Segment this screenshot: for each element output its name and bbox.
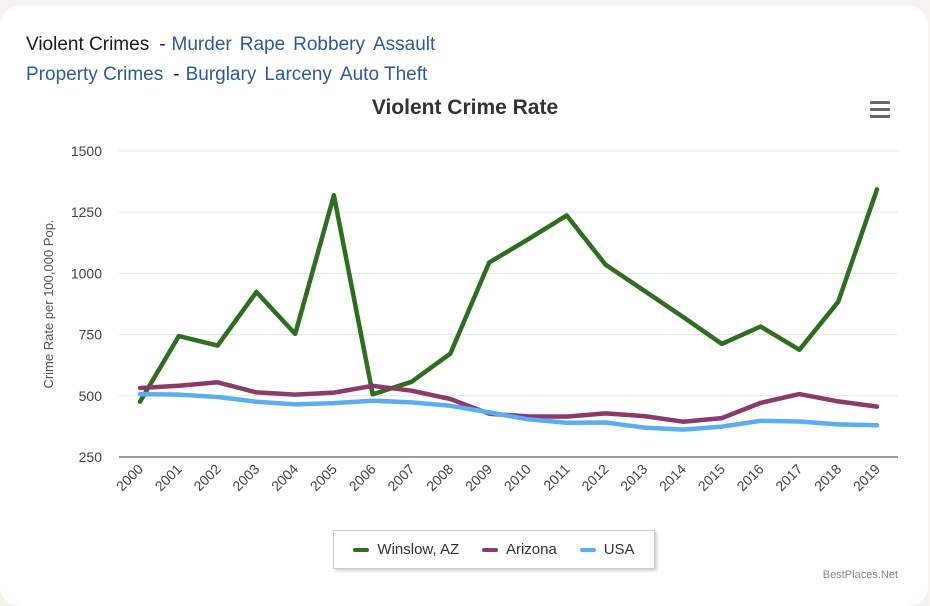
series-line-usa (137, 391, 880, 432)
y-axis-title: Crime Rate per 100,000 Pop. (41, 219, 56, 388)
x-tick-label: 2003 (229, 461, 262, 494)
chart-legend: Winslow, AZ Arizona USA (333, 530, 655, 569)
y-tick-label: 500 (79, 388, 103, 404)
rape-link[interactable]: Rape (239, 34, 286, 55)
x-tick-label: 2015 (695, 461, 728, 494)
legend-label-usa: USA (603, 541, 635, 558)
x-tick-label: 2016 (733, 461, 766, 494)
x-tick-label: 2011 (540, 461, 573, 494)
x-tick-label: 2008 (423, 461, 456, 494)
legend-label-arizona: Arizona (505, 541, 557, 558)
x-tick-label: 2014 (656, 461, 689, 494)
larceny-link[interactable]: Larceny (264, 64, 332, 85)
x-tick-label: 2005 (307, 461, 340, 494)
legend-swatch-winslow (353, 547, 370, 552)
nav-separator: - (173, 64, 180, 85)
auto-theft-link[interactable]: Auto Theft (339, 64, 428, 85)
y-tick-label: 1000 (71, 265, 102, 281)
chart-title: Violent Crime Rate (371, 96, 559, 119)
x-tick-label: 2013 (617, 461, 650, 494)
x-tick-label: 2012 (578, 461, 611, 494)
x-tick-label: 2019 (850, 461, 883, 494)
x-tick-label: 2006 (346, 461, 379, 494)
murder-link[interactable]: Murder (171, 34, 232, 55)
x-tick-label: 2009 (462, 461, 495, 494)
violent-crimes-row: Violent Crimes - Murder Rape Robbery Assault (26, 30, 443, 60)
x-tick-label: 2002 (190, 461, 223, 494)
property-crimes-row: Property Crimes - Burglary Larceny Auto Thef… (26, 60, 443, 90)
x-tick-label: 2018 (811, 461, 844, 494)
series-line-winslow (137, 187, 880, 404)
violent-crimes-heading: Violent Crimes (26, 34, 150, 55)
y-tick-label: 250 (79, 449, 103, 465)
legend-swatch-usa (579, 547, 596, 552)
burglary-link[interactable]: Burglary (185, 64, 257, 85)
x-tick-label: 2001 (152, 461, 185, 494)
x-tick-label: 2000 (113, 461, 146, 494)
assault-link[interactable]: Assault (372, 34, 436, 55)
y-tick-label: 750 (79, 327, 103, 343)
y-tick-label: 1250 (71, 204, 102, 220)
robbery-link[interactable]: Robbery (293, 34, 365, 55)
property-crimes-link[interactable]: Property Crimes (26, 64, 164, 85)
legend-item-arizona[interactable]: Arizona (481, 541, 557, 558)
legend-item-winslow[interactable]: Winslow, AZ (353, 541, 459, 558)
x-tick-label: 2004 (268, 461, 301, 494)
crime-type-nav: Violent Crimes - Murder Rape Robbery Assault … (26, 30, 443, 90)
chart-card (0, 6, 928, 606)
legend-label-winslow: Winslow, AZ (377, 541, 460, 558)
credit-text: BestPlaces.Net (822, 569, 898, 581)
legend-item-usa[interactable]: USA (579, 541, 635, 558)
nav-separator: - (159, 34, 166, 55)
legend-swatch-arizona (481, 547, 498, 552)
y-tick-label: 1500 (71, 143, 102, 159)
x-tick-label: 2010 (501, 461, 534, 494)
hamburger-menu-icon[interactable] (868, 101, 894, 123)
x-tick-label: 2017 (772, 461, 805, 494)
x-tick-label: 2007 (384, 461, 417, 494)
